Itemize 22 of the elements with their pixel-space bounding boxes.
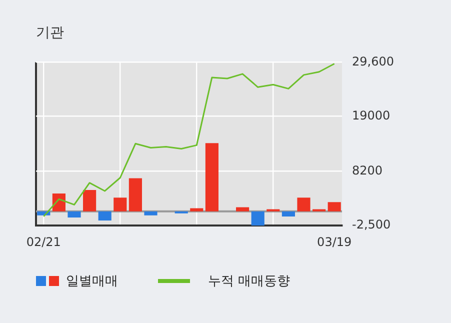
bar <box>128 178 142 212</box>
bar <box>205 143 218 212</box>
bar <box>328 202 341 212</box>
x-tick-label: 03/19 <box>317 234 352 249</box>
bar <box>68 211 81 218</box>
bar <box>98 211 112 221</box>
bar <box>236 207 250 212</box>
bar <box>83 190 96 212</box>
legend-label: 누적 매매동향 <box>208 273 290 290</box>
legend-label: 일별매매 <box>66 273 118 290</box>
y-tick-label: -2,500 <box>352 218 391 232</box>
bar <box>114 198 127 212</box>
y-tick-label: 8200 <box>352 163 383 178</box>
bar <box>297 198 310 212</box>
y-tick-label: 19000 <box>352 108 390 122</box>
x-tick-label: 02/21 <box>26 234 61 249</box>
bar <box>190 208 204 212</box>
bar <box>251 211 264 226</box>
bar <box>282 211 295 216</box>
bar <box>144 211 158 216</box>
y-tick-label: 29,600 <box>352 54 394 68</box>
chart-title: 기관 <box>36 24 64 42</box>
